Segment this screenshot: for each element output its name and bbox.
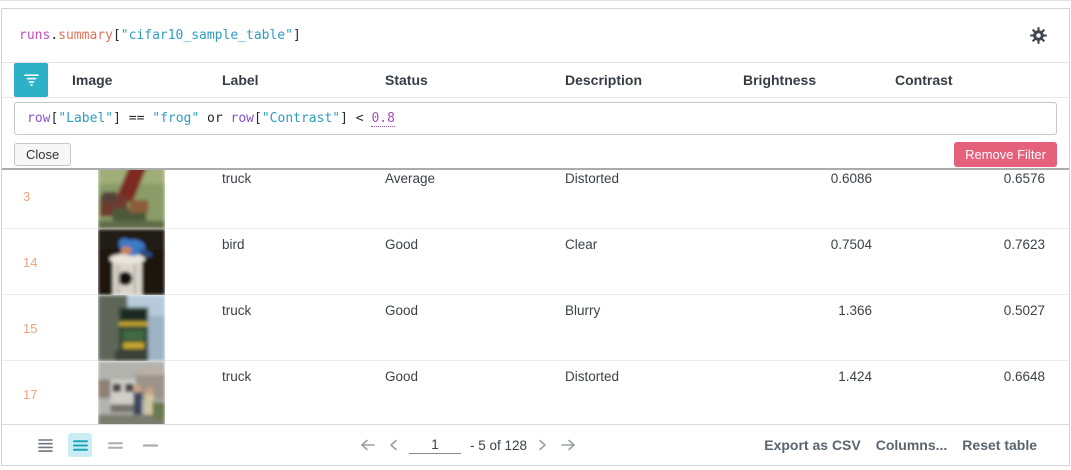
- row-height-compact-icon[interactable]: [33, 433, 57, 457]
- table-footer: - 5 of 128 Export as CSV Columns... Rese…: [2, 424, 1069, 465]
- table-row[interactable]: 3: [2, 170, 1069, 229]
- column-header-contrast[interactable]: Contrast: [895, 72, 953, 88]
- cell-status: Good: [385, 303, 419, 318]
- row-index: 17: [23, 386, 38, 402]
- row-image-cell[interactable]: [98, 361, 222, 424]
- panel-title-row: runs.summary["cifar10_sample_table"]: [2, 9, 1069, 63]
- table-rows: 3: [2, 170, 1069, 424]
- column-header-image[interactable]: Image: [72, 72, 113, 88]
- cell-contrast: 0.6648: [1003, 369, 1045, 384]
- row-image-cell[interactable]: [98, 229, 222, 295]
- page-range-label: - 5 of 128: [470, 437, 528, 453]
- export-csv-button[interactable]: Export as CSV: [764, 437, 861, 453]
- column-header-row: Image Label Status Description Brightnes…: [2, 63, 1069, 98]
- row-image-cell[interactable]: [98, 295, 222, 361]
- column-header-description[interactable]: Description: [565, 72, 643, 88]
- panel-title: runs.summary["cifar10_sample_table"]: [19, 28, 301, 43]
- gear-icon[interactable]: [1027, 25, 1049, 47]
- column-header-status[interactable]: Status: [385, 72, 428, 88]
- cell-brightness: 0.7504: [830, 237, 872, 252]
- cell-status: Average: [385, 171, 436, 186]
- row-index: 3: [23, 188, 31, 204]
- cell-status: Good: [385, 369, 419, 384]
- cell-brightness: 1.366: [838, 303, 872, 318]
- cifar-image-truck-crane: [98, 170, 165, 229]
- table-row[interactable]: 17: [2, 361, 1069, 424]
- filter-expression-input[interactable]: row["Label"] == "frog" or row["Contrast"…: [14, 102, 1057, 135]
- cell-status: Good: [385, 237, 419, 252]
- row-index: 14: [23, 254, 38, 270]
- cifar-image-truck-people: [98, 361, 165, 424]
- row-height-huge-icon[interactable]: [138, 433, 162, 457]
- page-number-input[interactable]: [409, 436, 461, 454]
- filter-editor-area: row["Label"] == "frog" or row["Contrast"…: [2, 98, 1069, 168]
- row-height-medium-icon[interactable]: [68, 433, 92, 457]
- cell-label: truck: [222, 303, 252, 318]
- cell-description: Blurry: [565, 303, 601, 318]
- cell-description: Clear: [565, 237, 598, 252]
- cifar-image-bird: [98, 229, 165, 295]
- remove-filter-button[interactable]: Remove Filter: [954, 142, 1057, 167]
- reset-table-button[interactable]: Reset table: [962, 437, 1037, 453]
- table-scroll-divider: [2, 168, 1069, 170]
- close-filter-button[interactable]: Close: [14, 143, 72, 166]
- filter-button-row: Close Remove Filter: [14, 142, 1057, 167]
- row-height-options: [33, 433, 162, 457]
- pagination: - 5 of 128: [358, 425, 578, 465]
- filter-expression: row["Label"] == "frog" or row["Contrast"…: [27, 111, 395, 127]
- cell-contrast: 0.5027: [1003, 303, 1045, 318]
- table-panel-card: runs.summary["cifar10_sample_table"]: [1, 8, 1070, 466]
- cell-label: truck: [222, 171, 252, 186]
- cell-description: Distorted: [565, 369, 620, 384]
- table-row[interactable]: 14: [2, 229, 1069, 295]
- column-header-label[interactable]: Label: [222, 72, 259, 88]
- next-page-icon[interactable]: [536, 437, 549, 453]
- cifar-image-green-truck: [98, 295, 165, 361]
- cell-contrast: 0.6576: [1003, 171, 1045, 186]
- last-page-icon[interactable]: [558, 437, 578, 453]
- column-header-brightness[interactable]: Brightness: [743, 72, 817, 88]
- table-body-viewport[interactable]: 3: [2, 170, 1069, 424]
- page-top-divider: [0, 0, 1071, 1]
- footer-actions: Export as CSV Columns... Reset table: [764, 437, 1037, 453]
- filter-icon[interactable]: [14, 63, 48, 97]
- columns-button[interactable]: Columns...: [875, 437, 948, 453]
- prev-page-icon[interactable]: [387, 437, 400, 453]
- row-index: 15: [23, 320, 38, 336]
- cell-description: Distorted: [565, 171, 620, 186]
- first-page-icon[interactable]: [358, 437, 378, 453]
- row-image-cell[interactable]: [98, 170, 222, 229]
- row-height-tall-icon[interactable]: [103, 433, 127, 457]
- cell-brightness: 0.6086: [830, 171, 872, 186]
- cell-contrast: 0.7623: [1003, 237, 1045, 252]
- table-row[interactable]: 15: [2, 295, 1069, 361]
- cell-brightness: 1.424: [838, 369, 872, 384]
- cell-label: truck: [222, 369, 252, 384]
- cell-label: bird: [222, 237, 245, 252]
